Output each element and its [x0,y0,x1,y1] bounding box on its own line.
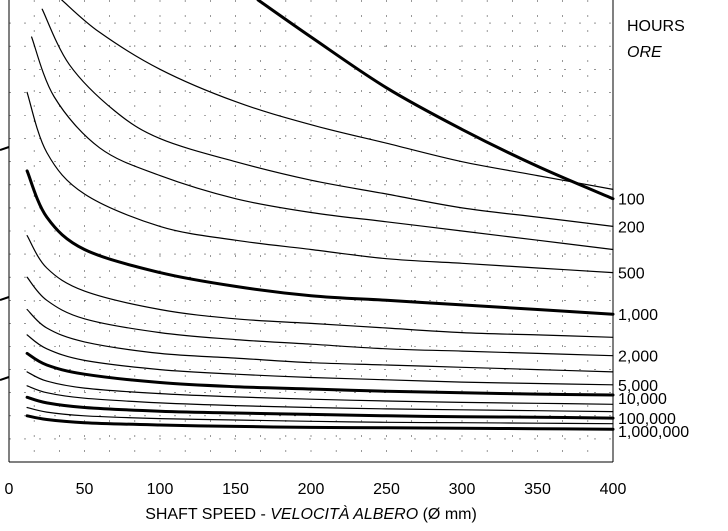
curve-label: 500 [618,266,645,283]
x-tick-label: 300 [449,481,476,498]
x-tick-label: 250 [373,481,400,498]
curve-label: 100 [618,192,645,209]
x-tick-labels: 0 50 100 150 200 250 300 350 400 [5,481,627,498]
x-tick-label: 200 [298,481,325,498]
curve-label: 10,000 [618,391,667,408]
x-axis-label: SHAFT SPEED - VELOCITÀ ALBERO (Ø mm) [145,504,477,523]
x-axis-label-main: SHAFT SPEED - [145,506,270,523]
y-axis-tick-mark [0,146,10,151]
x-tick-label: 100 [147,481,174,498]
life-curve-unlabeled-3 [31,36,614,251]
life-curve-500 [26,91,614,274]
life-curve-1000000 [25,414,615,431]
curve-label: 1,000 [618,307,658,324]
curve-label: 5,000 [618,378,658,395]
curve-label: 2,000 [618,349,658,366]
life-curve-10000 [25,351,615,397]
life-curve-unlabeled-6 [26,235,614,338]
curve-layer [25,0,615,431]
life-curve-5000 [26,334,614,386]
life-curve-1000 [25,169,615,316]
x-tick-label: 50 [76,481,94,498]
life-curve-200 [41,8,614,227]
x-axis-label-unit: (Ø mm) [418,506,477,523]
y-axis-tick-mark [0,376,10,381]
life-curve-unlabeled-12 [26,385,614,413]
life-curve-100 [256,0,615,201]
life-curve-unlabeled-14 [26,406,614,425]
x-tick-label: 350 [524,481,551,498]
curve-label: 200 [618,219,645,236]
legend-title: HOURS [627,18,685,35]
x-axis-label-italic: VELOCITÀ ALBERO [270,504,418,523]
life-curve-unlabeled-11 [26,371,614,405]
life-curve-unlabeled-1 [61,0,614,190]
life-curve-2000 [26,276,614,357]
life-curve-unlabeled-8 [26,308,614,373]
axis-layer [8,0,614,463]
x-tick-label: 400 [600,481,627,498]
x-tick-label: 0 [5,481,14,498]
curve-label: 1,000,000 [618,424,689,441]
life-curve-100000 [25,395,615,420]
y-axis-tick-mark [0,296,10,301]
x-tick-label: 150 [222,481,249,498]
curve-label: 100,000 [618,411,676,428]
legend-title-italic: ORE [627,44,662,61]
